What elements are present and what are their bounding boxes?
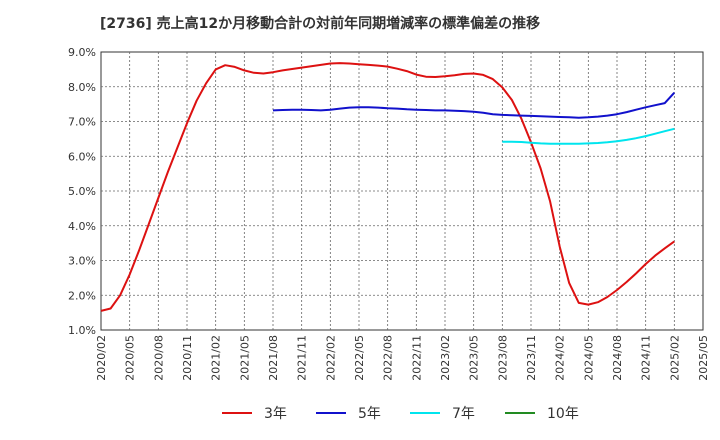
x-tick-label: 2024/11 [640,335,653,381]
y-tick-label: 6.0% [68,150,96,163]
x-tick-label: 2021/11 [296,335,309,381]
x-axis: 2020/02 2020/05 2020/08 2020/11 2021/02 2021/… [95,335,710,381]
x-tick-label: 2022/02 [324,335,337,381]
legend-label: 7年 [452,406,475,422]
x-tick-label: 2025/05 [697,335,710,381]
x-tick-label: 2020/02 [95,335,108,381]
y-tick-label: 8.0% [68,81,96,94]
chart-title: [2736] 売上高12か月移動合計の対前年同期増減率の標準偏差の推移 [100,15,540,32]
x-tick-label: 2021/08 [267,335,280,381]
x-tick-label: 2024/02 [554,335,567,381]
x-tick-label: 2023/08 [496,335,509,381]
y-tick-label: 4.0% [68,220,96,233]
x-tick-label: 2022/05 [353,335,366,381]
x-tick-label: 2024/08 [611,335,624,381]
legend-label: 3年 [264,406,287,422]
legend: 3年 5年 7年 10年 [222,406,579,422]
y-tick-label: 9.0% [68,46,96,59]
x-tick-label: 2020/08 [152,335,165,381]
legend-label: 5年 [358,406,381,422]
x-tick-label: 2021/02 [210,335,223,381]
x-tick-label: 2025/02 [668,335,681,381]
x-tick-label: 2022/08 [382,335,395,381]
y-tick-label: 3.0% [68,255,96,268]
x-tick-label: 2023/02 [439,335,452,381]
series-lines [100,62,676,312]
y-tick-label: 1.0% [68,324,96,337]
x-tick-label: 2021/05 [238,335,251,381]
gridlines [101,52,703,330]
y-tick-label: 7.0% [68,116,96,129]
series-line-3年 [100,62,675,312]
series-line-5年 [272,92,676,119]
x-tick-label: 2020/05 [124,335,137,381]
x-tick-label: 2023/05 [468,335,481,381]
x-tick-label: 2022/11 [410,335,423,381]
legend-label: 10年 [547,406,579,422]
y-axis: 1.0% 2.0% 3.0% 4.0% 5.0% 6.0% 7.0% 8.0% 9.0% [68,46,96,337]
x-tick-label: 2024/05 [582,335,595,381]
y-tick-label: 5.0% [68,185,96,198]
x-tick-label: 2020/11 [181,335,194,381]
y-tick-label: 2.0% [68,289,96,302]
series-line-7年 [502,127,675,145]
x-tick-label: 2023/11 [525,335,538,381]
